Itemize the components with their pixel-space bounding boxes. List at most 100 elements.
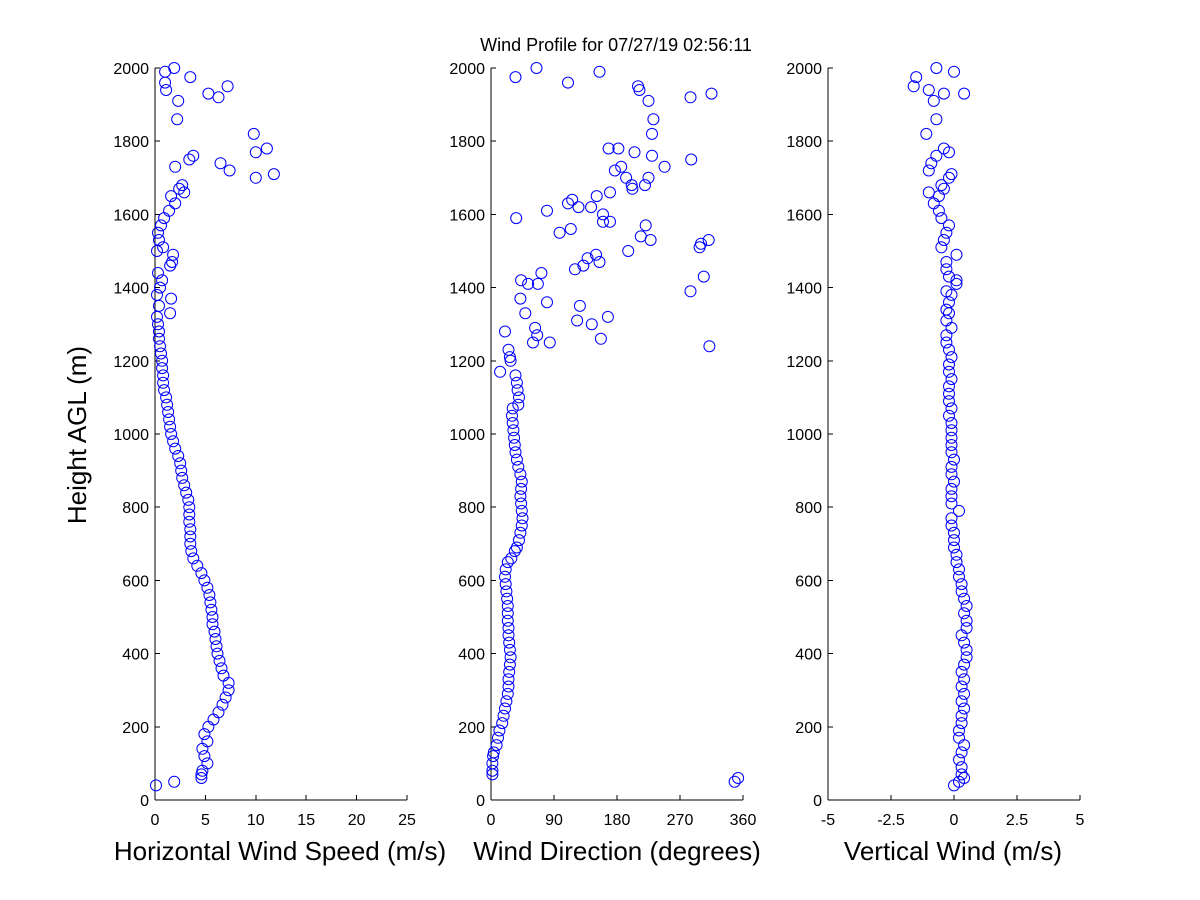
speed-data-point (247, 127, 260, 140)
speed-data-point (184, 523, 197, 536)
vertical-data-point (950, 274, 963, 287)
direction-data-point (633, 84, 646, 96)
vertical-data-point (955, 717, 968, 730)
direction-data-point (501, 556, 514, 569)
direction-data-point (503, 665, 516, 678)
vertical-data-point (948, 65, 960, 78)
direction-data-point (500, 695, 513, 708)
y-tick-label: 1000 (449, 427, 485, 444)
speed-data-point (169, 160, 182, 173)
speed-data-point (183, 153, 196, 166)
direction-data-point (508, 545, 521, 558)
speed-data-point (201, 735, 214, 748)
direction-data-point (497, 709, 510, 722)
vertical-data-point (953, 753, 965, 766)
vertical-data-point (943, 270, 955, 283)
vertical-data-point (943, 296, 955, 309)
direction-data-point (585, 318, 598, 331)
speed-data-point (176, 179, 189, 192)
vertical-data-point (955, 746, 968, 759)
direction-data-point (492, 731, 504, 744)
direction-data-point (503, 636, 516, 649)
speed-data-point (156, 274, 169, 287)
speed-data-point (219, 691, 232, 704)
speed-data-point (206, 611, 219, 623)
vertical-data-point (950, 277, 963, 290)
speed-data-point (165, 190, 178, 203)
speed-data-point (196, 764, 209, 777)
direction-data-point (684, 91, 697, 104)
y-tick-label: 1600 (113, 207, 149, 224)
figure-title: Wind Profile for 07/27/19 02:56:11 (480, 35, 752, 55)
direction-data-point (703, 340, 716, 353)
speed-data-point (152, 318, 164, 331)
direction-data-point (602, 142, 615, 155)
speed-data-point (156, 354, 169, 367)
direction-data-point (502, 680, 515, 693)
direction-data-point (501, 607, 514, 620)
vertical-data-point (953, 724, 965, 737)
speed-data-point (157, 241, 170, 254)
direction-data-point (530, 62, 543, 74)
direction-data-point (515, 504, 528, 517)
vertical-data-point (925, 157, 938, 170)
direction-data-point (499, 570, 511, 583)
speed-data-point (165, 428, 178, 440)
direction-data-point (634, 230, 647, 243)
speed-data-point (198, 728, 211, 741)
speed-data-point (168, 62, 181, 74)
vertical-data-point (960, 614, 973, 627)
direction-data-point (593, 65, 606, 78)
direction-data-point (571, 314, 584, 327)
speed-data-point (167, 435, 180, 448)
speed-data-point (157, 376, 170, 389)
direction-data-point (486, 764, 499, 777)
vertical-data-point (958, 739, 971, 752)
y-tick-label: 2000 (113, 61, 149, 78)
direction-data-point (502, 622, 515, 634)
speed-data-point (201, 581, 214, 594)
vertical-data-point (922, 164, 935, 177)
direction-data-point (496, 717, 509, 730)
vertical-data-point (943, 358, 955, 371)
vertical-data-point (958, 87, 971, 100)
speed-data-point (158, 212, 171, 225)
speed-data-point (196, 742, 209, 755)
speed-data-point (164, 307, 177, 320)
direction-data-point (639, 179, 651, 192)
speed-data-point (210, 640, 223, 653)
speed-data-point (184, 530, 197, 543)
direction-data-point (705, 87, 718, 100)
direction-data-point (493, 724, 506, 737)
direction-data-point (531, 277, 544, 290)
direction-data-point (562, 76, 574, 89)
vertical-data-point (945, 402, 958, 415)
speed-data-point (198, 750, 211, 763)
direction-data-point (590, 190, 603, 203)
direction-data-point (566, 193, 579, 206)
direction-data-point (506, 417, 519, 429)
vertical-data-point (943, 395, 955, 408)
vertical-data-point (945, 373, 958, 386)
direction-data-point (577, 259, 590, 272)
vertical-data-point (945, 321, 958, 334)
direction-data-point (728, 775, 741, 788)
y-tick-label: 600 (122, 573, 149, 590)
speed-data-point (187, 552, 200, 565)
speed-data-point (205, 603, 218, 616)
direction-data-point (501, 592, 514, 605)
direction-data-point (522, 277, 535, 290)
speed-data-point (151, 245, 163, 257)
vertical-data-point (945, 497, 958, 510)
direction-data-point (506, 409, 518, 422)
vertical-data-point (955, 761, 968, 774)
speed-data-point (156, 362, 169, 375)
vertical-data-point (927, 94, 940, 107)
y-tick-label: 1000 (786, 427, 822, 444)
direction-data-point (510, 212, 523, 225)
speed-data-point (163, 204, 176, 217)
vertical-data-point (945, 417, 958, 429)
vertical-data-point (935, 241, 948, 254)
direction-data-point (593, 256, 606, 268)
